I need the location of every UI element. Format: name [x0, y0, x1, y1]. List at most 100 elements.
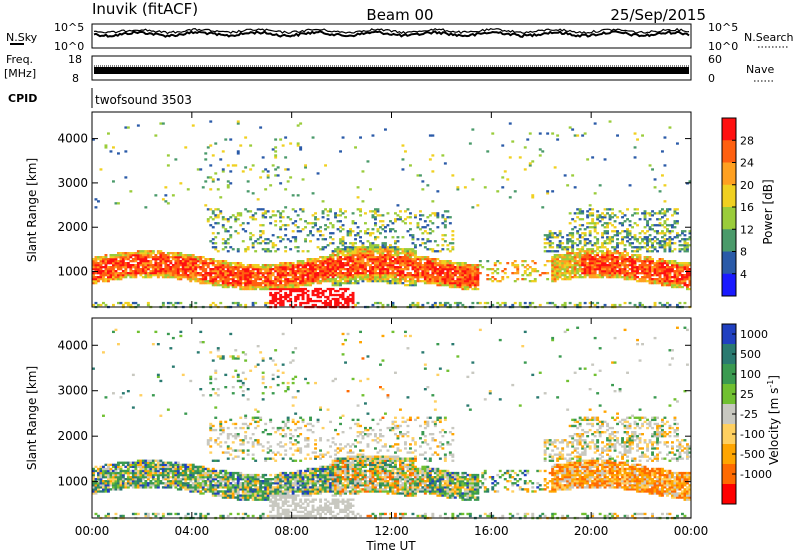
heatmap-cell — [251, 214, 255, 217]
heatmap-cell — [421, 274, 425, 277]
heatmap-cell — [164, 258, 168, 261]
heatmap-cell — [633, 272, 637, 275]
heatmap-cell — [596, 258, 600, 261]
heatmap-cell — [336, 272, 340, 275]
heatmap-cell — [306, 282, 310, 285]
heatmap-cell — [369, 280, 372, 283]
heatmap-cell — [209, 282, 213, 285]
heatmap-cell — [279, 236, 283, 239]
heatmap-cell — [107, 473, 110, 477]
heatmap-cell — [301, 210, 305, 213]
heatmap-cell — [109, 258, 113, 261]
heatmap-cell — [181, 465, 185, 469]
heatmap-cell — [394, 260, 397, 263]
heatmap-cell — [259, 287, 263, 291]
heatmap-cell — [149, 250, 153, 253]
heatmap-cell — [568, 212, 572, 215]
heatmap-cell — [616, 258, 619, 261]
heatmap-cell — [443, 240, 447, 243]
heatmap-cell — [199, 258, 203, 261]
heatmap-cell — [214, 303, 218, 307]
heatmap-cell — [668, 280, 672, 283]
heatmap-cell — [304, 268, 307, 271]
heatmap-cell — [107, 512, 110, 516]
heatmap-cell — [621, 242, 624, 245]
heatmap-cell — [334, 264, 337, 267]
heatmap-cell — [221, 238, 225, 241]
heatmap-cell — [216, 282, 220, 285]
heatmap-cell — [181, 258, 185, 261]
heatmap-cell — [461, 268, 465, 271]
heatmap-cell — [366, 260, 370, 263]
heatmap-cell — [107, 132, 110, 135]
heatmap-cell — [149, 467, 153, 471]
heatmap-cell — [319, 276, 322, 279]
heatmap-cell — [301, 268, 305, 271]
heatmap-cell — [428, 260, 432, 263]
heatmap-cell — [656, 250, 659, 253]
heatmap-cell — [601, 252, 604, 255]
heatmap-cell — [591, 252, 595, 255]
heatmap-cell — [501, 144, 505, 147]
heatmap-cell — [191, 278, 195, 281]
heatmap-cell — [169, 471, 173, 475]
heatmap-cell — [117, 480, 120, 483]
heatmap-cell — [331, 297, 335, 301]
heatmap-cell — [299, 146, 303, 149]
heatmap-cell — [558, 246, 562, 249]
heatmap-cell — [341, 254, 345, 257]
heatmap-cell — [419, 228, 422, 231]
heatmap-cell — [159, 467, 163, 471]
heatmap-cell — [453, 301, 457, 305]
heatmap-cell — [296, 226, 300, 229]
heatmap-cell — [356, 260, 360, 263]
heatmap-cell — [419, 256, 422, 259]
heatmap-cell — [331, 226, 335, 229]
heatmap-cell — [636, 250, 639, 253]
heatmap-cell — [471, 278, 475, 281]
heatmap-cell — [196, 272, 200, 275]
heatmap-cell — [603, 232, 607, 235]
heatmap-cell — [463, 272, 467, 275]
heatmap-cell — [336, 252, 340, 255]
heatmap-cell — [411, 238, 415, 241]
heatmap-cell — [359, 272, 362, 275]
heatmap-cell — [521, 278, 525, 281]
heatmap-cell — [334, 303, 337, 307]
y-tick-label: 2000 — [57, 220, 88, 234]
heatmap-cell — [374, 212, 377, 215]
heatmap-cell — [351, 222, 355, 225]
heatmap-cell — [556, 266, 560, 269]
heatmap-cell — [166, 252, 170, 255]
heatmap-cell — [626, 276, 629, 279]
heatmap-cell — [276, 280, 280, 283]
heatmap-cell — [156, 256, 160, 259]
heatmap-cell — [598, 256, 602, 259]
heatmap-cell — [374, 274, 377, 277]
heatmap-cell — [326, 264, 330, 267]
heatmap-cell — [189, 469, 193, 473]
heatmap-cell — [124, 465, 128, 469]
heatmap-cell — [518, 301, 522, 305]
heatmap-cell — [596, 264, 600, 267]
heatmap-cell — [329, 299, 332, 303]
heatmap-cell — [321, 212, 325, 215]
heatmap-cell — [414, 260, 417, 263]
heatmap-cell — [336, 260, 340, 263]
heatmap-cell — [673, 270, 677, 273]
heatmap-cell — [588, 274, 592, 277]
heatmap-cell — [431, 266, 435, 269]
heatmap-cell — [179, 478, 183, 481]
heatmap-cell — [211, 180, 215, 183]
heatmap-cell — [321, 262, 325, 265]
heatmap-cell — [249, 280, 253, 283]
heatmap-cell — [631, 258, 634, 261]
heatmap-cell — [279, 299, 283, 303]
heatmap-cell — [451, 246, 455, 249]
heatmap-cell — [341, 266, 345, 269]
heatmap-cell — [651, 210, 654, 213]
heatmap-cell — [99, 476, 103, 479]
heatmap-cell — [676, 266, 679, 269]
heatmap-cell — [239, 270, 243, 273]
heatmap-cell — [246, 266, 250, 269]
